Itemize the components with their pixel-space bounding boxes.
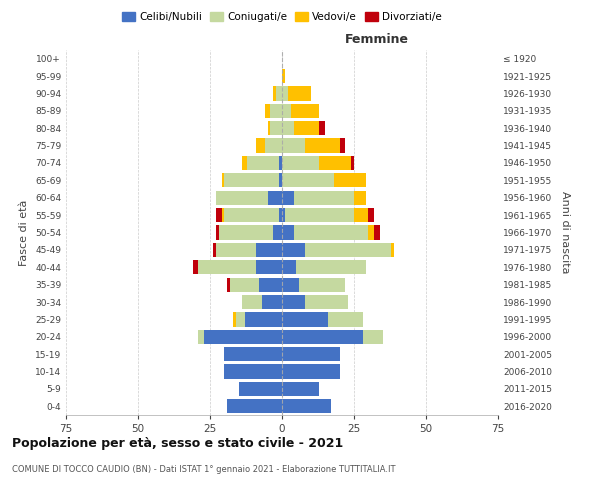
Bar	[290, 104, 319, 118]
Bar	[224, 208, 279, 222]
Bar	[319, 156, 351, 170]
Bar	[274, 226, 282, 239]
Bar	[305, 138, 340, 152]
Bar	[199, 260, 256, 274]
Bar	[233, 312, 236, 326]
Bar	[204, 330, 282, 344]
Text: Popolazione per età, sesso e stato civile - 2021: Popolazione per età, sesso e stato civil…	[12, 438, 343, 450]
Bar	[282, 173, 334, 188]
Bar	[282, 121, 293, 136]
Bar	[334, 173, 365, 188]
Bar	[227, 399, 282, 413]
Bar	[299, 278, 346, 292]
Bar	[279, 208, 282, 222]
Bar	[374, 226, 380, 239]
Bar	[213, 243, 216, 257]
Bar	[224, 347, 282, 362]
Y-axis label: Anni di nascita: Anni di nascita	[560, 191, 571, 274]
Bar	[239, 382, 282, 396]
Bar	[282, 208, 285, 222]
Bar	[319, 121, 325, 136]
Bar	[268, 121, 271, 136]
Bar	[216, 226, 218, 239]
Bar	[282, 295, 305, 309]
Bar	[221, 173, 224, 188]
Bar	[268, 190, 282, 205]
Bar	[288, 86, 311, 101]
Bar	[282, 104, 290, 118]
Bar	[230, 278, 259, 292]
Text: Femmine: Femmine	[345, 34, 409, 46]
Bar	[282, 190, 293, 205]
Bar	[282, 156, 319, 170]
Bar	[265, 104, 271, 118]
Bar	[293, 226, 368, 239]
Bar	[282, 312, 328, 326]
Bar	[265, 138, 282, 152]
Bar	[271, 104, 282, 118]
Bar	[340, 138, 346, 152]
Bar	[362, 330, 383, 344]
Bar	[216, 190, 268, 205]
Bar	[279, 173, 282, 188]
Bar	[296, 260, 365, 274]
Bar	[247, 156, 279, 170]
Bar	[351, 156, 354, 170]
Bar	[256, 243, 282, 257]
Bar	[245, 312, 282, 326]
Bar	[293, 121, 319, 136]
Bar	[282, 364, 340, 378]
Bar	[285, 208, 354, 222]
Bar	[305, 243, 391, 257]
Bar	[271, 121, 282, 136]
Y-axis label: Fasce di età: Fasce di età	[19, 200, 29, 266]
Bar	[262, 295, 282, 309]
Bar	[276, 86, 282, 101]
Bar	[199, 330, 204, 344]
Bar	[256, 138, 265, 152]
Bar	[282, 260, 296, 274]
Legend: Celibi/Nubili, Coniugati/e, Vedovi/e, Divorziati/e: Celibi/Nubili, Coniugati/e, Vedovi/e, Di…	[118, 8, 446, 26]
Bar	[216, 243, 256, 257]
Bar	[259, 278, 282, 292]
Bar	[354, 190, 365, 205]
Bar	[368, 208, 374, 222]
Bar	[282, 243, 305, 257]
Bar	[274, 86, 276, 101]
Bar	[328, 312, 362, 326]
Bar	[282, 330, 362, 344]
Bar	[242, 295, 262, 309]
Bar	[282, 399, 331, 413]
Bar	[282, 278, 299, 292]
Bar	[227, 278, 230, 292]
Bar	[282, 138, 305, 152]
Bar	[242, 156, 247, 170]
Bar	[282, 347, 340, 362]
Bar	[354, 208, 368, 222]
Bar	[368, 226, 374, 239]
Bar	[216, 208, 221, 222]
Bar	[193, 260, 199, 274]
Bar	[224, 173, 279, 188]
Bar	[279, 156, 282, 170]
Bar	[221, 208, 224, 222]
Bar	[236, 312, 245, 326]
Bar	[282, 226, 293, 239]
Bar	[282, 382, 319, 396]
Bar	[256, 260, 282, 274]
Bar	[224, 364, 282, 378]
Bar	[391, 243, 394, 257]
Bar	[218, 226, 274, 239]
Bar	[282, 86, 288, 101]
Bar	[282, 69, 285, 83]
Bar	[305, 295, 348, 309]
Bar	[293, 190, 354, 205]
Text: COMUNE DI TOCCO CAUDIO (BN) - Dati ISTAT 1° gennaio 2021 - Elaborazione TUTTITAL: COMUNE DI TOCCO CAUDIO (BN) - Dati ISTAT…	[12, 466, 395, 474]
